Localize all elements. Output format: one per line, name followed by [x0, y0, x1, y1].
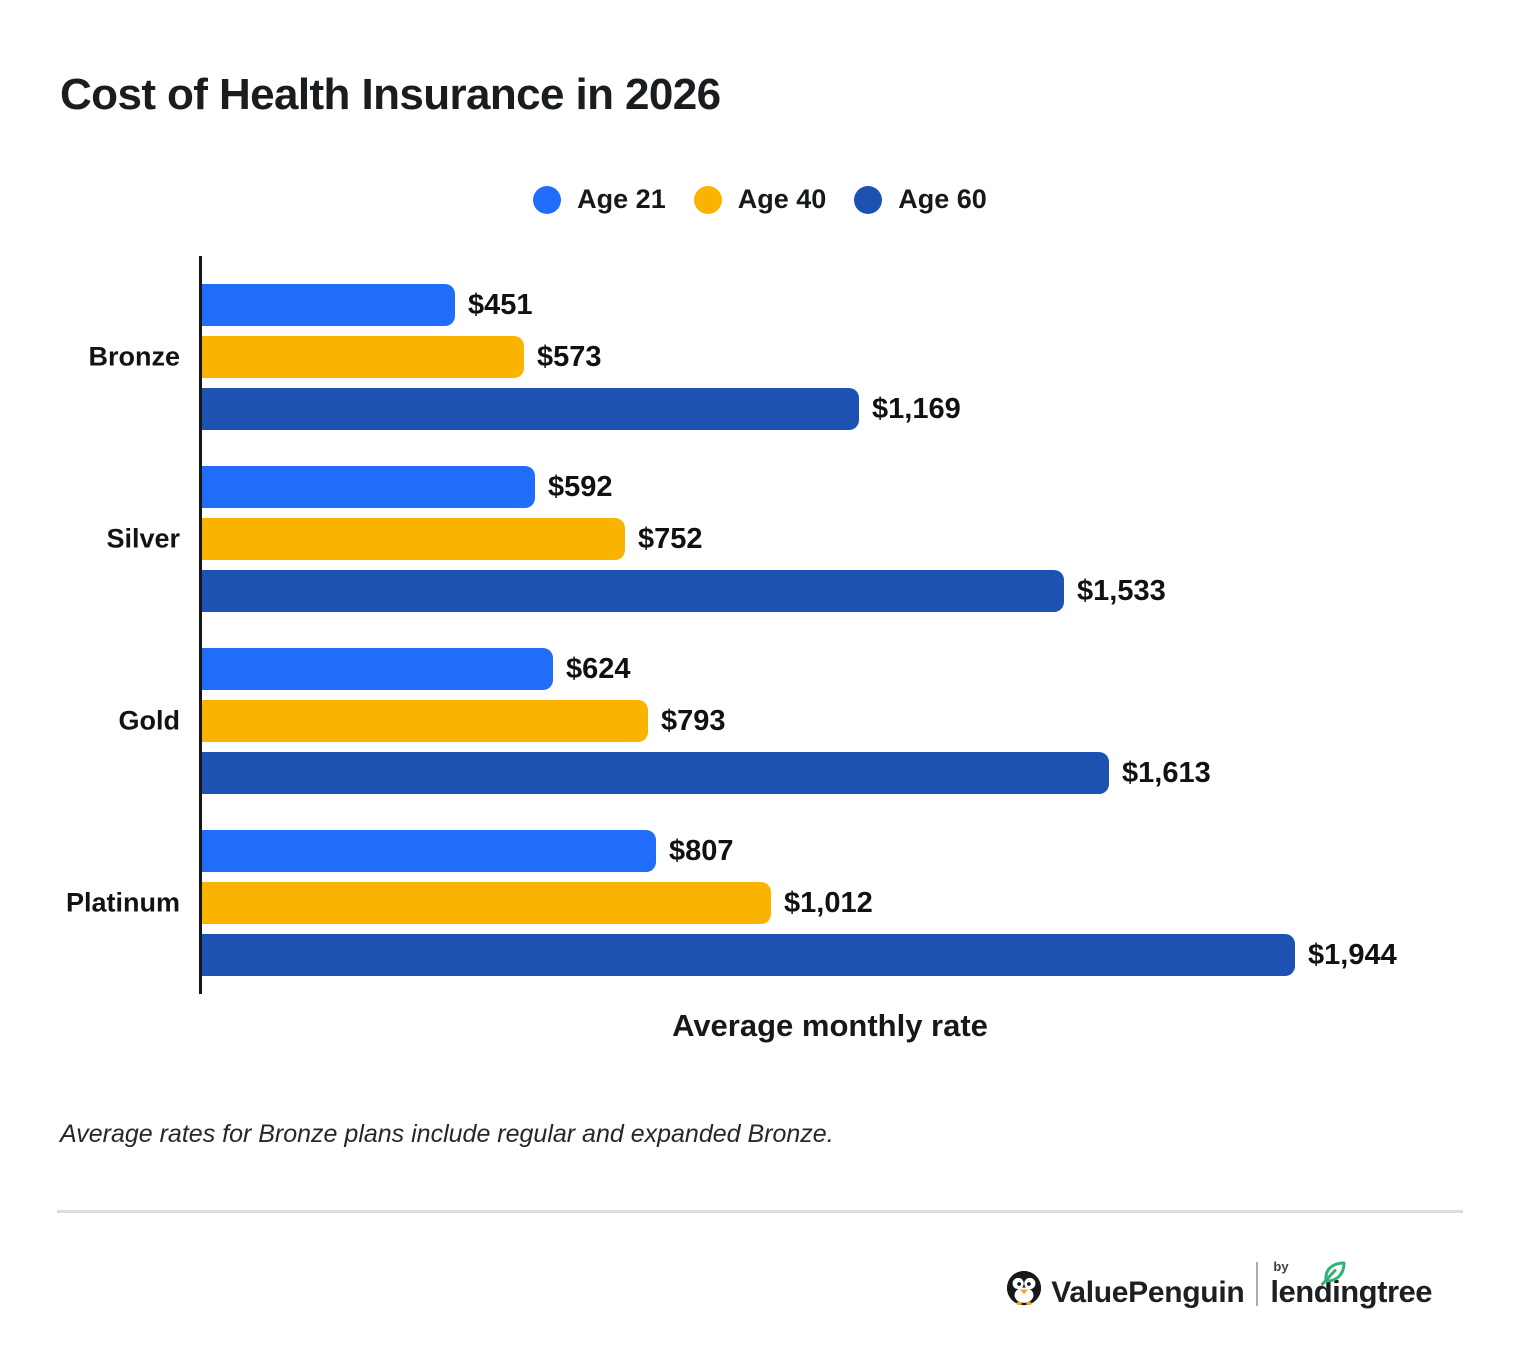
bar-row: $1,613 — [202, 752, 1397, 794]
bar-row: $1,169 — [202, 388, 1397, 430]
legend-dot-icon — [693, 185, 722, 214]
bar-value-label: $1,613 — [1122, 756, 1211, 789]
bar-gold-age-40 — [202, 700, 648, 742]
brand-valuepenguin: ValuePenguin — [1051, 1275, 1245, 1309]
bar-value-label: $1,533 — [1077, 574, 1166, 607]
category-label-platinum: Platinum — [65, 887, 180, 918]
bar-group-silver: Silver $592 $752 $1,533 — [106, 466, 1397, 612]
bar-row: $793 — [202, 700, 1397, 742]
bar-row: $624 — [202, 648, 1397, 690]
bar-value-label: $807 — [669, 834, 734, 867]
legend-dot-icon — [854, 185, 883, 214]
brand-lendingtree-block: by lendingtree — [1270, 1260, 1432, 1309]
chart-title: Cost of Health Insurance in 2026 — [60, 70, 721, 119]
bar-value-label: $592 — [548, 470, 613, 503]
bar-value-label: $752 — [638, 522, 703, 555]
legend-dot-icon — [533, 185, 562, 214]
legend-label: Age 60 — [898, 184, 987, 214]
bar-group-platinum: Platinum $807 $1,012 $1,944 — [66, 830, 1397, 976]
x-axis-label: Average monthly rate — [672, 1008, 988, 1043]
footnote: Average rates for Bronze plans include r… — [60, 1120, 834, 1148]
bar-value-label: $793 — [661, 704, 726, 737]
bar-platinum-age-21 — [202, 830, 656, 872]
bar-silver-age-21 — [202, 466, 535, 508]
bar-row: $1,012 — [202, 882, 1397, 924]
bar-row: $1,533 — [202, 570, 1397, 612]
category-label-silver: Silver — [106, 523, 180, 554]
category-label-bronze: Bronze — [88, 341, 180, 372]
legend-label: Age 21 — [577, 184, 666, 214]
bar-bronze-age-21 — [202, 284, 455, 326]
byline: by — [1273, 1259, 1289, 1274]
bar-value-label: $624 — [566, 652, 631, 685]
bar-row: $451 — [202, 284, 1397, 326]
footer-logo: ValuePenguin by lendingtree — [1006, 1260, 1432, 1309]
logo-divider — [1256, 1262, 1259, 1307]
category-label-gold: Gold — [118, 705, 181, 736]
legend-item-age-40: Age 40 — [693, 184, 827, 215]
bar-gold-age-60 — [202, 752, 1109, 794]
bar-row: $752 — [202, 518, 1397, 560]
bar-group-gold: Gold $624 $793 $1,613 — [119, 648, 1397, 794]
bar-gold-age-21 — [202, 648, 553, 690]
bar-row: $1,944 — [202, 934, 1397, 976]
bar-silver-age-40 — [202, 518, 625, 560]
bar-value-label: $573 — [537, 340, 602, 373]
legend-label: Age 40 — [737, 184, 827, 214]
y-axis-line — [199, 256, 202, 994]
plot-area: Bronze $451 $573 $1,169 Silver $592 $752 $1,533… — [66, 284, 1397, 1012]
bar-platinum-age-60 — [202, 934, 1295, 976]
legend-item-age-21: Age 21 — [533, 184, 666, 215]
bar-value-label: $451 — [468, 288, 533, 321]
leaf-icon — [1321, 1261, 1346, 1286]
bar-silver-age-60 — [202, 570, 1064, 612]
bar-row: $573 — [202, 336, 1397, 378]
bar-value-label: $1,169 — [872, 392, 961, 425]
bar-value-label: $1,944 — [1308, 938, 1397, 971]
brand-lendingtree: lendingtree — [1270, 1261, 1432, 1309]
footer-divider — [57, 1210, 1463, 1213]
legend-item-age-60: Age 60 — [854, 184, 987, 215]
penguin-icon — [1007, 1270, 1042, 1305]
bar-row: $807 — [202, 830, 1397, 872]
bar-value-label: $1,012 — [784, 886, 873, 919]
bar-row: $592 — [202, 466, 1397, 508]
legend: Age 21 Age 40 Age 60 — [0, 184, 1520, 215]
bar-group-bronze: Bronze $451 $573 $1,169 — [88, 284, 1397, 430]
bar-bronze-age-60 — [202, 388, 859, 430]
bar-bronze-age-40 — [202, 336, 524, 378]
bar-platinum-age-40 — [202, 882, 771, 924]
